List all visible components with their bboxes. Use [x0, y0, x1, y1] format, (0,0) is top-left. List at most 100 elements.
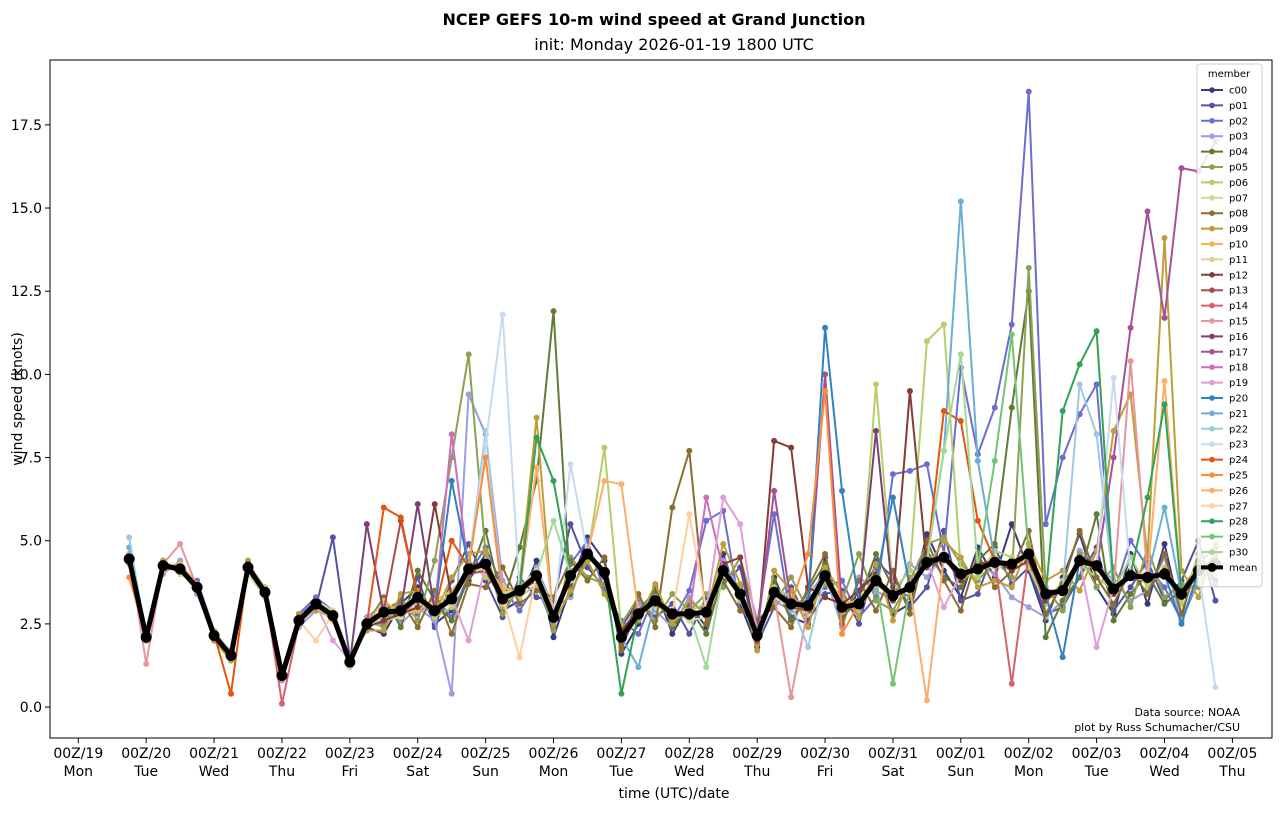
member-point: [618, 481, 625, 488]
member-point: [380, 617, 387, 624]
member-point: [567, 461, 574, 468]
member-point: [652, 624, 659, 631]
member-point: [1059, 454, 1066, 461]
x-tick-label: 00Z/26: [529, 746, 579, 762]
member-point: [1110, 600, 1117, 607]
legend-label: p01: [1229, 101, 1248, 112]
mean-point: [683, 608, 695, 620]
member-point: [669, 630, 676, 637]
mean-point: [327, 610, 339, 622]
member-point: [363, 521, 370, 528]
member-point: [550, 634, 557, 641]
x-tick-label: 00Z/25: [461, 746, 511, 762]
member-point: [805, 644, 812, 651]
x-tick-label: 00Z/24: [393, 746, 443, 762]
x-tick-day: Wed: [674, 764, 705, 780]
legend-label: c00: [1229, 86, 1247, 97]
x-axis-label: time (UTC)/date: [618, 786, 729, 802]
x-tick-day: Tue: [608, 764, 633, 780]
member-point: [652, 580, 659, 587]
member-point: [872, 597, 879, 604]
member-point: [499, 564, 506, 571]
mean-point: [480, 558, 492, 570]
legend-label: p28: [1229, 517, 1248, 528]
member-point: [805, 551, 812, 558]
mean-point: [1006, 558, 1018, 570]
member-point: [822, 371, 829, 378]
mean-point: [615, 631, 627, 643]
member-point: [533, 464, 540, 471]
member-point: [686, 630, 693, 637]
legend-label: p27: [1229, 501, 1248, 512]
member-point: [940, 321, 947, 328]
member-point: [889, 494, 896, 501]
member-point: [771, 567, 778, 574]
legend-marker: [1209, 349, 1215, 355]
member-point: [1008, 321, 1015, 328]
x-tick-day: Sat: [406, 764, 429, 780]
legend-label: p09: [1229, 224, 1248, 235]
mean-point: [785, 598, 797, 610]
member-point: [856, 614, 863, 621]
member-point: [550, 477, 557, 484]
member-point: [177, 541, 184, 548]
member-point: [1127, 358, 1134, 365]
member-point: [1212, 684, 1219, 691]
member-point: [550, 627, 557, 634]
mean-point: [666, 608, 678, 620]
member-point: [771, 511, 778, 518]
legend-label: p06: [1229, 178, 1248, 189]
member-point: [1161, 541, 1168, 548]
member-point: [788, 574, 795, 581]
member-point: [414, 604, 421, 611]
x-tick-day: Thu: [743, 764, 770, 780]
member-point: [1059, 607, 1066, 614]
member-point: [228, 690, 235, 697]
member-point: [940, 447, 947, 454]
legend-title: member: [1208, 69, 1251, 80]
chart-subtitle: init: Monday 2026-01-19 1800 UTC: [534, 35, 814, 54]
legend-label: p25: [1229, 471, 1248, 482]
member-point: [601, 554, 608, 561]
mean-point: [768, 586, 780, 598]
legend-label: p26: [1229, 486, 1248, 497]
member-point: [889, 680, 896, 687]
legend-marker: [1209, 333, 1215, 340]
member-point: [889, 617, 896, 624]
x-tick-day: Wed: [199, 764, 230, 780]
member-point: [703, 494, 710, 501]
legend-marker: [1209, 395, 1215, 401]
mean-point: [225, 649, 237, 661]
member-point: [872, 551, 879, 558]
member-point: [1093, 511, 1100, 518]
member-point: [1059, 597, 1066, 604]
member-point: [465, 351, 472, 358]
member-point: [618, 690, 625, 697]
member-point: [1076, 527, 1083, 534]
x-tick-label: 00Z/29: [732, 746, 782, 762]
legend-marker: [1209, 179, 1215, 186]
legend-marker: [1209, 102, 1215, 109]
member-point: [1212, 597, 1219, 604]
member-point: [805, 624, 812, 631]
legend-marker: [1209, 210, 1215, 216]
member-point: [448, 617, 455, 624]
mean-point: [1023, 548, 1035, 560]
member-point: [906, 567, 913, 574]
member-point: [839, 487, 846, 494]
member-point: [516, 544, 523, 551]
member-point: [974, 584, 981, 591]
member-point: [1110, 454, 1117, 461]
x-tick-label: 00Z/02: [1004, 746, 1054, 762]
member-point: [1127, 590, 1134, 597]
x-tick-day: Wed: [1149, 764, 1180, 780]
member-point: [465, 637, 472, 644]
legend-label: p24: [1229, 455, 1248, 466]
series: [123, 548, 1221, 681]
legend-label: p13: [1229, 286, 1248, 297]
mean-point: [293, 615, 305, 627]
x-tick-day: Mon: [539, 764, 569, 780]
member-point: [397, 514, 404, 521]
